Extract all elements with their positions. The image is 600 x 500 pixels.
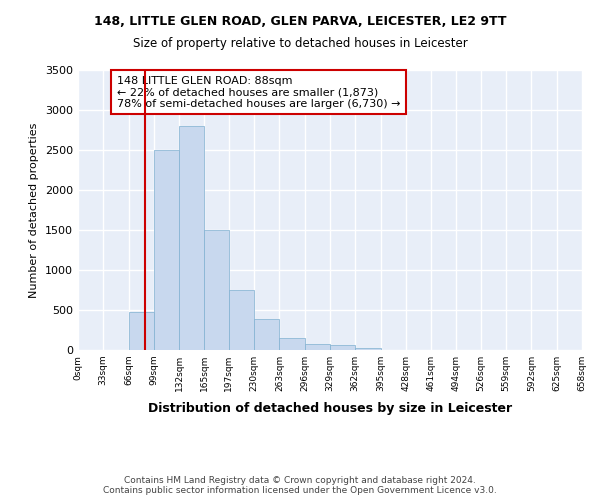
Text: Contains HM Land Registry data © Crown copyright and database right 2024.
Contai: Contains HM Land Registry data © Crown c… (103, 476, 497, 495)
Bar (330, 345, 355, 350)
Bar (280, 338, 305, 350)
Text: Size of property relative to detached houses in Leicester: Size of property relative to detached ho… (133, 38, 467, 51)
X-axis label: Distribution of detached houses by size in Leicester: Distribution of detached houses by size … (148, 402, 512, 415)
Bar (205, 230, 229, 350)
Bar (305, 344, 330, 350)
Bar (179, 126, 205, 350)
Bar (154, 150, 179, 350)
Y-axis label: Number of detached properties: Number of detached properties (29, 122, 40, 298)
Bar (355, 348, 380, 350)
Text: 148, LITTLE GLEN ROAD, GLEN PARVA, LEICESTER, LE2 9TT: 148, LITTLE GLEN ROAD, GLEN PARVA, LEICE… (94, 15, 506, 28)
Bar (254, 319, 280, 350)
Bar (229, 290, 254, 350)
Text: 148 LITTLE GLEN ROAD: 88sqm
← 22% of detached houses are smaller (1,873)
78% of : 148 LITTLE GLEN ROAD: 88sqm ← 22% of det… (117, 76, 400, 109)
Bar (128, 312, 154, 350)
